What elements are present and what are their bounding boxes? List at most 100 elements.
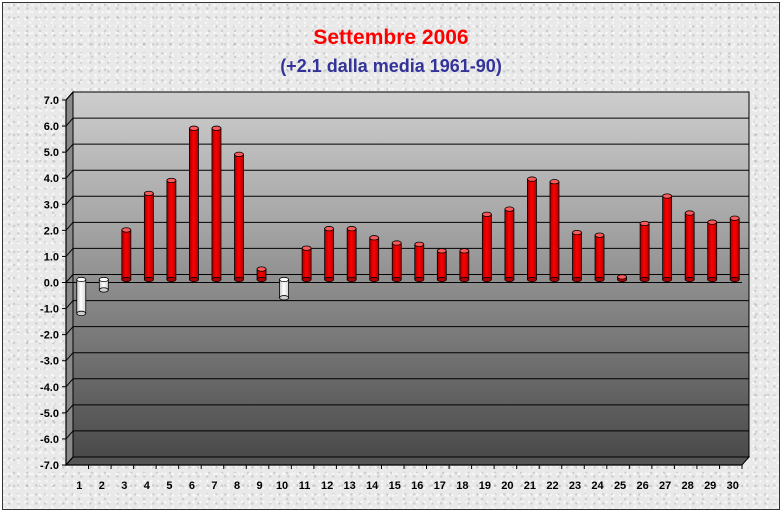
x-tick-label: 10 (276, 480, 288, 492)
bar-body (572, 232, 582, 280)
bar-body (211, 127, 222, 280)
bar-cap (76, 276, 87, 283)
bar-body (639, 223, 650, 280)
gridline-side (65, 117, 74, 127)
x-tick-label: 27 (659, 480, 671, 492)
bar (98, 276, 109, 293)
bar-body (729, 217, 740, 280)
bar-body (549, 181, 560, 280)
gridline-side (65, 300, 74, 309)
gridline-side (65, 404, 74, 414)
bar-body (391, 242, 402, 280)
gridline-side (65, 352, 74, 362)
plot-area (64, 90, 751, 467)
bar-base (279, 295, 289, 301)
x-tick-label: 21 (524, 480, 536, 492)
bar-cap (324, 226, 335, 232)
y-tick-label: 6.0 (44, 121, 59, 133)
bar-base (211, 276, 222, 283)
bar-cap (549, 179, 560, 185)
bar-cap (684, 210, 695, 216)
y-tick-label: 5.0 (44, 147, 59, 159)
bar (459, 248, 470, 283)
x-tick-label: 15 (389, 480, 401, 492)
bar-base (414, 276, 425, 283)
gridline-side (65, 91, 74, 101)
bar-base (594, 276, 605, 283)
bar-base (639, 276, 650, 283)
bar (121, 227, 132, 283)
gridline-side (65, 143, 74, 153)
bar-base (98, 287, 109, 293)
x-tick-label: 7 (211, 480, 217, 492)
x-axis: 1 2 3 4 5 6 7 8 9 10 11 12 13 14 15 16 17 18 19 20 21 22 23 24 2… (66, 464, 743, 492)
bar-base (527, 276, 537, 283)
bar (76, 276, 87, 316)
bar-base (572, 276, 582, 283)
x-tick-label: 16 (411, 480, 423, 492)
bar (301, 245, 312, 283)
bar-base (504, 276, 515, 283)
x-tick-label: 18 (456, 480, 468, 492)
bar (211, 125, 222, 283)
x-tick-label: 8 (234, 480, 240, 492)
gridline-side (65, 274, 74, 283)
bar (369, 235, 380, 283)
y-tick-label: -3.0 (40, 356, 59, 368)
y-axis: -7.0 -6.0 -5.0 -4.0 -3.0 -2.0 -1.0 0.0 1.0 2.0 3.0… (40, 95, 67, 472)
x-tick-label: 5 (166, 480, 172, 492)
bar-cap (121, 227, 132, 233)
x-tick-label: 6 (189, 480, 195, 492)
bar (527, 176, 537, 283)
gridline-side (65, 169, 74, 179)
bar-body (684, 212, 695, 280)
bar (549, 179, 560, 283)
y-tick-label: 4.0 (44, 173, 59, 185)
bar-base (234, 276, 244, 283)
gridline-side (65, 326, 74, 335)
bar-cap (211, 125, 222, 131)
bar-body (459, 250, 470, 280)
bar-body (527, 178, 537, 280)
bar-base (301, 276, 312, 283)
bar-cap (729, 215, 740, 221)
bar-cap (459, 248, 470, 254)
x-tick-label: 20 (501, 480, 513, 492)
bar (662, 193, 673, 283)
bar-base (76, 310, 87, 316)
x-tick-label: 2 (99, 480, 105, 492)
bar-body (301, 247, 312, 280)
bar (346, 226, 357, 283)
bar-body (594, 234, 605, 280)
y-tick-label: 2.0 (44, 225, 59, 237)
x-tick-label: 22 (546, 480, 558, 492)
bar-cap (143, 190, 154, 197)
y-tick-label: 0.0 (44, 278, 59, 290)
bar-base (459, 276, 470, 283)
bar (234, 151, 244, 283)
bar (436, 248, 447, 283)
bar-cap (481, 211, 492, 217)
bar-body (369, 237, 380, 280)
bar-base (707, 276, 718, 283)
bar-base (549, 276, 560, 283)
bar-cap (98, 276, 109, 283)
x-tick-label: 24 (591, 480, 604, 492)
bar-base (662, 276, 673, 283)
y-tick-label: -6.0 (40, 434, 59, 446)
gridline-side (65, 378, 74, 388)
bar-cap (527, 176, 537, 182)
bar (639, 220, 650, 283)
y-tick-label: -7.0 (40, 460, 59, 472)
bar (504, 206, 515, 283)
x-tick-label: 26 (636, 480, 648, 492)
bar (617, 274, 627, 283)
x-tick-label: 19 (479, 480, 491, 492)
bar (391, 240, 402, 283)
x-tick-label: 12 (321, 480, 333, 492)
bar (684, 210, 695, 283)
bar-cap (369, 235, 380, 241)
x-tick-label: 13 (344, 480, 356, 492)
bar-cap (301, 245, 312, 251)
